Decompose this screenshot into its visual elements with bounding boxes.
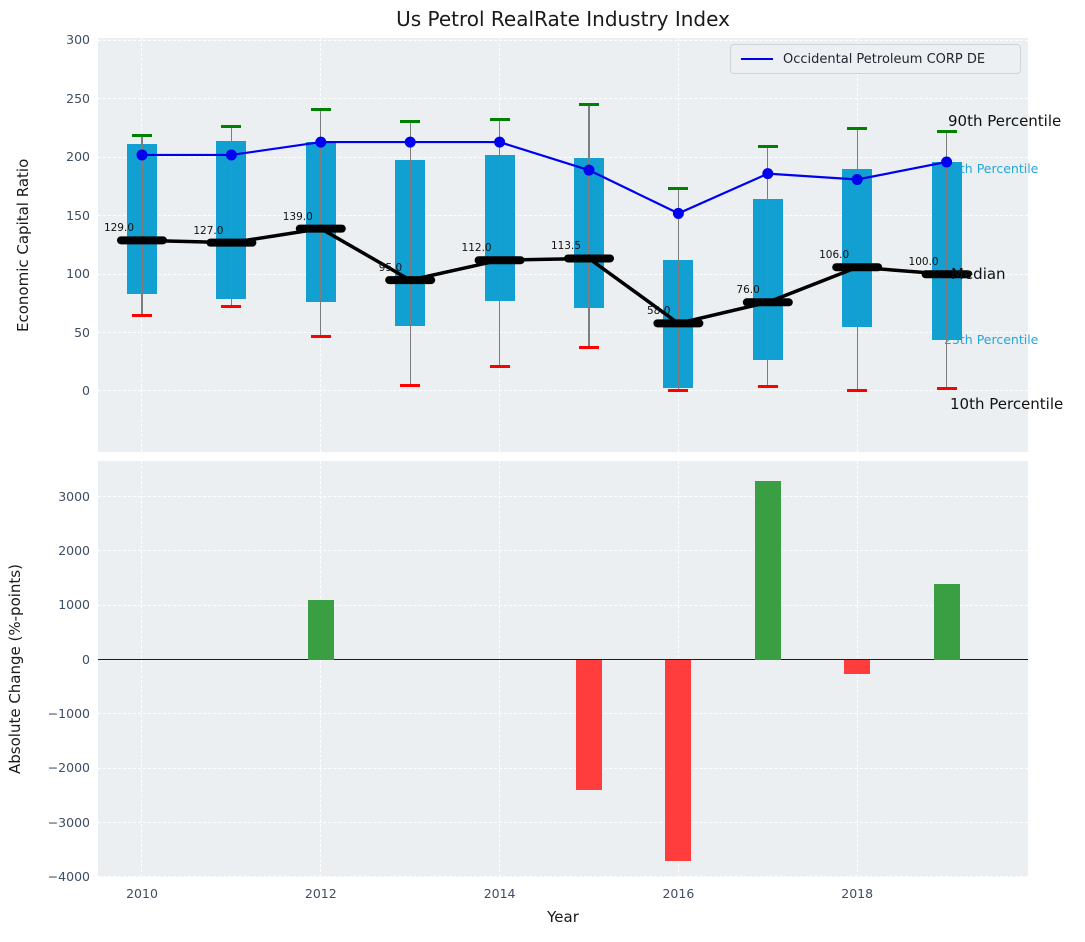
bottom-v-gridline — [141, 461, 143, 877]
cap-90th-2014 — [489, 118, 510, 122]
top-y-tick-label: 200 — [66, 149, 90, 165]
legend: Occidental Petroleum CORP DE — [730, 44, 1021, 74]
cap-10th-2014 — [489, 365, 510, 369]
change-bar-2017 — [754, 480, 781, 660]
cap-90th-2012 — [310, 107, 331, 111]
x-axis-label: Year — [547, 908, 579, 926]
cap-10th-2011 — [221, 305, 242, 309]
bottom-gridline — [98, 550, 1028, 552]
cap-90th-2019 — [936, 130, 957, 134]
top-y-tick-label: 300 — [66, 32, 90, 48]
whisker-2014 — [499, 119, 501, 367]
bottom-y-tick-label: −3000 — [47, 814, 90, 830]
bottom-y-tick-label: −4000 — [47, 869, 90, 884]
legend-label: Occidental Petroleum CORP DE — [783, 51, 986, 67]
x-tick-label: 2018 — [841, 886, 874, 901]
bottom-y-tick-label: 3000 — [58, 488, 90, 504]
cap-10th-2010 — [132, 313, 152, 317]
bottom-gridline — [98, 604, 1028, 606]
bottom-y-tick-label: −2000 — [47, 760, 90, 776]
bottom-gridline — [98, 713, 1028, 715]
legend-line-sample — [741, 58, 773, 60]
whisker-2010 — [141, 135, 143, 316]
median-value-label-2015: 113.5 — [550, 240, 581, 253]
zero-line — [98, 659, 1028, 661]
cap-10th-2013 — [400, 383, 421, 387]
median-value-label-2013: 95.0 — [378, 262, 403, 275]
median-value-label-2017: 76.0 — [736, 284, 760, 297]
median-value-label-2012: 139.0 — [282, 210, 313, 223]
whisker-2019 — [946, 131, 948, 389]
cap-10th-2017 — [757, 385, 778, 388]
cap-90th-2016 — [668, 187, 689, 191]
bottom-plot-area — [98, 461, 1028, 877]
bottom-gridline — [98, 821, 1028, 823]
bottom-v-gridline — [498, 461, 500, 877]
top-y-tick-label: 100 — [66, 266, 90, 282]
bottom-gridline — [98, 876, 1028, 878]
top-y-tick-label: 0 — [82, 383, 90, 399]
bottom-y-tick-label: 0 — [82, 651, 90, 667]
annotation-median: Median — [951, 265, 1006, 284]
change-bar-2018 — [844, 659, 871, 675]
change-bar-2015 — [576, 659, 602, 791]
top-gridline — [98, 39, 1028, 41]
bottom-gridline — [98, 767, 1028, 769]
bottom-y-tick-label: 1000 — [58, 597, 90, 613]
top-y-tick-label: 150 — [66, 207, 90, 223]
bottom-y-axis-label: Absolute Change (%-points) — [6, 564, 24, 774]
whisker-2015 — [588, 104, 590, 348]
median-value-label-2014: 112.0 — [461, 242, 492, 255]
top-gridline — [98, 215, 1028, 217]
change-bar-2019 — [933, 583, 960, 660]
cap-90th-2010 — [132, 133, 152, 137]
median-value-label-2018: 106.0 — [819, 249, 850, 262]
top-y-tick-label: 250 — [66, 90, 90, 106]
bottom-y-tick-label: −1000 — [47, 706, 90, 722]
top-gridline — [98, 332, 1028, 333]
whisker-2017 — [767, 146, 769, 387]
top-gridline — [98, 390, 1028, 392]
bottom-v-gridline — [320, 461, 322, 877]
median-value-label-2011: 127.0 — [193, 224, 224, 237]
cap-10th-2019 — [936, 387, 957, 391]
cap-90th-2015 — [579, 103, 599, 107]
cap-90th-2013 — [400, 119, 421, 123]
whisker-2011 — [230, 126, 232, 307]
top-gridline — [98, 98, 1028, 100]
annotation-90th-percentile: 90th Percentile — [948, 111, 1062, 130]
bottom-gridline — [98, 496, 1028, 498]
x-tick-label: 2014 — [483, 886, 516, 901]
x-tick-label: 2010 — [126, 886, 158, 901]
x-tick-label: 2016 — [662, 886, 695, 901]
cap-10th-2016 — [668, 388, 689, 392]
cap-90th-2011 — [221, 125, 242, 129]
chart-title: Us Petrol RealRate Industry Index — [396, 7, 730, 31]
median-value-label-2016: 58.0 — [647, 305, 671, 318]
median-value-label-2010: 129.0 — [103, 222, 134, 235]
bottom-y-tick-label: 2000 — [58, 543, 90, 559]
annotation-10th-percentile: 10th Percentile — [950, 394, 1064, 413]
whisker-2013 — [409, 121, 411, 386]
cap-10th-2015 — [579, 346, 599, 350]
whisker-2012 — [320, 109, 322, 337]
annotation-75th-percentile: 75th Percentile — [944, 160, 1039, 176]
change-bar-2012 — [307, 600, 334, 660]
x-tick-label: 2012 — [304, 886, 337, 901]
cap-90th-2018 — [847, 126, 868, 130]
change-bar-2016 — [665, 659, 692, 861]
top-y-tick-label: 50 — [74, 324, 90, 340]
cap-90th-2017 — [757, 145, 778, 149]
cap-10th-2012 — [310, 334, 331, 338]
cap-10th-2018 — [847, 388, 868, 392]
annotation-25th-percentile: 25th Percentile — [944, 331, 1039, 347]
median-value-label-2019: 100.0 — [908, 256, 939, 269]
whisker-2018 — [856, 128, 858, 390]
whisker-2016 — [677, 188, 679, 390]
